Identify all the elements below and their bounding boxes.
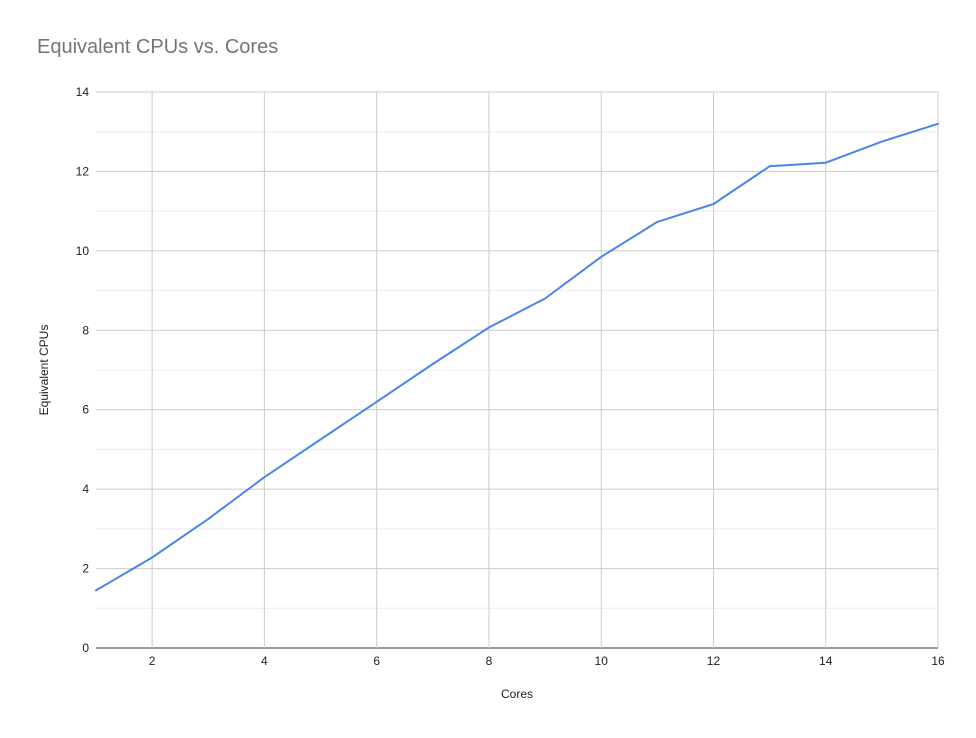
tick-labels: 0 2 4 6 8 10 12 14 2 4 6 8 10 12 14 16 — [76, 85, 945, 668]
x-tick-label: 6 — [373, 654, 380, 668]
y-tick-label: 0 — [82, 641, 89, 655]
x-tick-label: 8 — [486, 654, 493, 668]
y-tick-label: 4 — [82, 482, 89, 496]
grid — [96, 91, 939, 649]
y-tick-label: 14 — [76, 85, 90, 99]
chart-title: Equivalent CPUs vs. Cores — [37, 36, 279, 58]
y-tick-label: 10 — [76, 244, 90, 258]
x-tick-label: 14 — [819, 654, 833, 668]
y-tick-label: 8 — [82, 323, 89, 337]
series-layer — [95, 122, 939, 592]
x-tick-label: 16 — [931, 654, 945, 668]
y-axis-title: Equivalent CPUs — [37, 325, 51, 416]
y-tick-label: 6 — [82, 403, 89, 417]
series-line — [95, 122, 939, 592]
x-tick-label: 4 — [261, 654, 268, 668]
y-tick-label: 12 — [76, 164, 90, 178]
y-tick-label: 2 — [82, 562, 89, 576]
x-tick-label: 2 — [149, 654, 156, 668]
x-tick-label: 10 — [595, 654, 609, 668]
x-axis-title: Cores — [501, 687, 533, 701]
x-tick-label: 12 — [707, 654, 721, 668]
